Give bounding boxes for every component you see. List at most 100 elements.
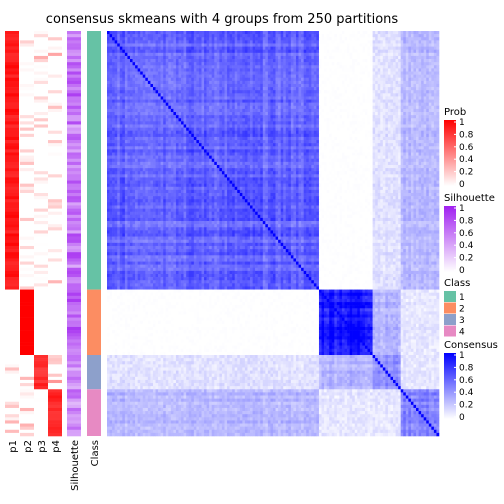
consensus-cell bbox=[130, 56, 133, 59]
consensus-cell bbox=[130, 31, 133, 34]
consensus-cell bbox=[309, 75, 312, 78]
consensus-cell bbox=[286, 106, 289, 109]
consensus-cell bbox=[327, 65, 330, 68]
consensus-cell bbox=[291, 59, 294, 62]
consensus-cell bbox=[413, 59, 416, 62]
prob-cell bbox=[34, 50, 48, 53]
consensus-cell bbox=[299, 65, 302, 68]
consensus-cell bbox=[367, 90, 370, 93]
consensus-cell bbox=[408, 53, 411, 56]
prob-cell bbox=[34, 389, 48, 392]
prob-cell bbox=[48, 308, 62, 311]
consensus-cell bbox=[347, 109, 350, 112]
consensus-cell bbox=[316, 75, 319, 78]
consensus-cell bbox=[398, 128, 401, 131]
prob-cell bbox=[34, 386, 48, 389]
consensus-cell bbox=[107, 93, 110, 96]
consensus-cell bbox=[293, 47, 296, 50]
consensus-cell bbox=[434, 31, 437, 34]
consensus-cell bbox=[260, 87, 263, 90]
silhouette-cell bbox=[67, 168, 81, 171]
consensus-cell bbox=[276, 50, 279, 53]
consensus-cell bbox=[342, 100, 345, 103]
prob-cell bbox=[20, 405, 34, 408]
consensus-cell bbox=[357, 90, 360, 93]
consensus-cell bbox=[110, 121, 113, 124]
consensus-cell bbox=[161, 72, 164, 75]
consensus-cell bbox=[145, 50, 148, 53]
consensus-cell bbox=[263, 37, 266, 40]
consensus-cell bbox=[150, 109, 153, 112]
consensus-cell bbox=[125, 84, 128, 87]
consensus-cell bbox=[186, 47, 189, 50]
consensus-cell bbox=[176, 96, 179, 99]
consensus-cell bbox=[156, 56, 159, 59]
consensus-cell bbox=[258, 103, 261, 106]
consensus-cell bbox=[357, 31, 360, 34]
consensus-cell bbox=[390, 75, 393, 78]
consensus-cell bbox=[355, 96, 358, 99]
consensus-cell bbox=[416, 84, 419, 87]
consensus-cell bbox=[135, 90, 138, 93]
consensus-cell bbox=[278, 106, 281, 109]
consensus-cell bbox=[176, 93, 179, 96]
consensus-cell bbox=[130, 34, 133, 37]
prob-cell bbox=[48, 315, 62, 318]
consensus-cell bbox=[385, 121, 388, 124]
consensus-cell bbox=[370, 124, 373, 127]
consensus-cell bbox=[122, 50, 125, 53]
silhouette-cell bbox=[67, 417, 81, 420]
consensus-cell bbox=[173, 100, 176, 103]
consensus-cell bbox=[219, 128, 222, 131]
consensus-cell bbox=[186, 84, 189, 87]
prob-cell bbox=[20, 367, 34, 370]
consensus-cell bbox=[115, 59, 118, 62]
consensus-cell bbox=[311, 62, 314, 65]
consensus-cell bbox=[327, 93, 330, 96]
consensus-cell bbox=[350, 100, 353, 103]
consensus-cell bbox=[273, 40, 276, 43]
consensus-cell bbox=[260, 75, 263, 78]
consensus-cell bbox=[199, 103, 202, 106]
prob-cell bbox=[34, 165, 48, 168]
consensus-cell bbox=[327, 43, 330, 46]
prob-cell bbox=[48, 271, 62, 274]
consensus-cell bbox=[276, 124, 279, 127]
prob-cell bbox=[5, 103, 19, 106]
consensus-cell bbox=[122, 134, 125, 137]
consensus-cell bbox=[396, 40, 399, 43]
consensus-cell bbox=[258, 34, 261, 37]
consensus-cell bbox=[125, 81, 128, 84]
consensus-cell bbox=[140, 131, 143, 134]
consensus-cell bbox=[258, 68, 261, 71]
consensus-cell bbox=[140, 56, 143, 59]
consensus-cell bbox=[268, 50, 271, 53]
consensus-cell bbox=[186, 40, 189, 43]
consensus-cell bbox=[357, 103, 360, 106]
consensus-cell bbox=[186, 43, 189, 46]
consensus-cell bbox=[288, 109, 291, 112]
consensus-cell bbox=[268, 90, 271, 93]
prob-cell bbox=[34, 321, 48, 324]
consensus-cell bbox=[355, 106, 358, 109]
consensus-cell bbox=[396, 72, 399, 75]
silhouette-cell bbox=[67, 283, 81, 286]
consensus-cell bbox=[299, 128, 302, 131]
consensus-cell bbox=[153, 68, 156, 71]
prob-cell bbox=[5, 367, 19, 370]
consensus-cell bbox=[237, 103, 240, 106]
consensus-cell bbox=[194, 81, 197, 84]
consensus-cell bbox=[171, 31, 174, 34]
silhouette-cell bbox=[67, 221, 81, 224]
consensus-cell bbox=[365, 37, 368, 40]
prob-cell bbox=[48, 199, 62, 202]
consensus-cell bbox=[357, 106, 360, 109]
consensus-cell bbox=[367, 87, 370, 90]
consensus-cell bbox=[242, 118, 245, 121]
consensus-cell bbox=[209, 93, 212, 96]
consensus-cell bbox=[309, 56, 312, 59]
consensus-cell bbox=[179, 37, 182, 40]
consensus-cell bbox=[184, 31, 187, 34]
consensus-cell bbox=[263, 59, 266, 62]
consensus-cell bbox=[411, 34, 414, 37]
